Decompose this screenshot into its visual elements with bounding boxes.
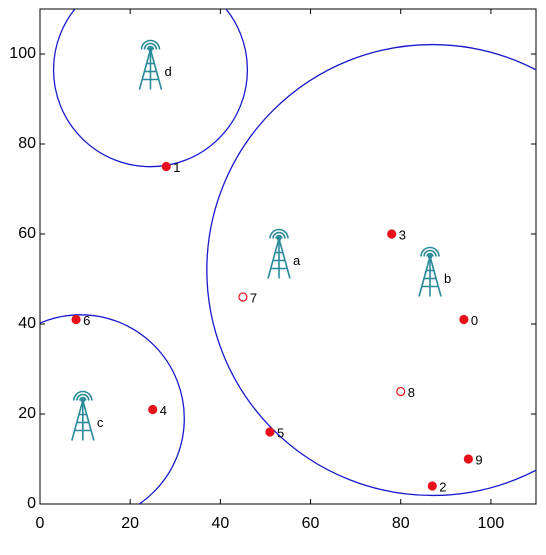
node <box>161 161 171 172</box>
node <box>238 292 248 302</box>
coverage-layer <box>40 9 536 504</box>
node-label: 1 <box>173 160 180 175</box>
y-tick-label: 40 <box>18 315 36 332</box>
tower <box>71 390 95 441</box>
node-label: 9 <box>475 452 482 467</box>
tower-leg <box>138 49 152 90</box>
node <box>459 314 469 325</box>
node <box>463 454 473 464</box>
coverage-circle <box>40 314 185 504</box>
node <box>396 386 406 397</box>
tower-leg <box>267 238 280 279</box>
x-tick-label: 60 <box>302 515 320 532</box>
y-tick-label: 60 <box>18 225 36 242</box>
node-label: 6 <box>83 313 90 328</box>
tower-leg <box>149 49 163 90</box>
y-tick-label: 20 <box>18 405 36 422</box>
node <box>148 404 158 415</box>
tower-wave <box>140 39 161 50</box>
y-tick-label: 100 <box>9 45 36 62</box>
node-label: 0 <box>471 313 478 328</box>
node-label: 2 <box>439 479 446 494</box>
node-label: 4 <box>160 403 167 418</box>
tower-leg <box>82 400 95 441</box>
tower-leg <box>429 256 442 297</box>
tower-wave <box>76 393 90 401</box>
y-tick-label: 80 <box>18 135 36 152</box>
y-tick-label: 0 <box>27 495 36 512</box>
node-label: 8 <box>408 385 415 400</box>
node <box>387 229 397 239</box>
tower <box>138 39 163 90</box>
coverage-circle <box>206 43 536 497</box>
station-label: d <box>164 64 171 79</box>
node-label: 7 <box>250 290 257 305</box>
tower-wave <box>79 396 87 401</box>
tower-wave <box>269 228 289 239</box>
tower-wave <box>423 249 437 257</box>
tower-wave <box>143 42 158 50</box>
tower-leg <box>418 256 431 297</box>
x-tick-label: 100 <box>478 515 505 532</box>
node-label: 3 <box>399 227 406 242</box>
x-tick-label: 0 <box>36 515 45 532</box>
tower-wave <box>146 45 155 50</box>
tower-wave <box>275 234 283 239</box>
tower <box>418 246 442 297</box>
node <box>71 314 81 325</box>
node <box>427 481 437 491</box>
x-tick-label: 80 <box>392 515 410 532</box>
tower <box>267 228 291 279</box>
tower-wave <box>73 390 93 401</box>
node-label: 5 <box>277 425 284 440</box>
node <box>265 427 275 437</box>
station-label: a <box>293 253 301 268</box>
tower-wave <box>426 252 434 257</box>
station-label: b <box>444 271 451 286</box>
station-label: c <box>97 415 104 430</box>
tower-wave <box>272 231 286 239</box>
tower-wave <box>420 246 440 257</box>
tower-leg <box>71 400 84 441</box>
x-tick-label: 40 <box>211 515 229 532</box>
coverage-circle <box>52 9 249 168</box>
tower-leg <box>278 238 291 279</box>
x-tick-label: 20 <box>121 515 139 532</box>
plot-area <box>39 8 537 505</box>
